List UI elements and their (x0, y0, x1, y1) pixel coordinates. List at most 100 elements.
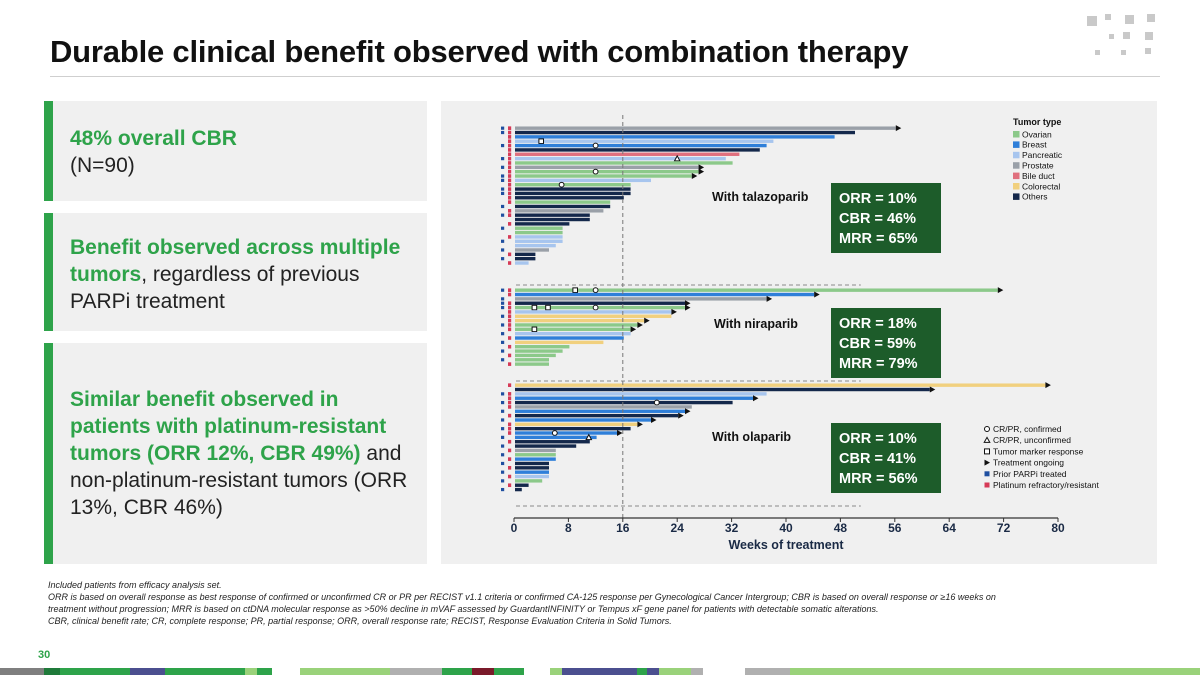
platinum-resistant-marker (508, 152, 512, 157)
footnote-line: Included patients from efficacy analysis… (48, 580, 222, 590)
prior-parpi-marker (501, 226, 505, 230)
patient-bar (515, 169, 699, 174)
patient-bar (515, 261, 529, 265)
platinum-resistant-marker (508, 314, 512, 319)
prior-parpi-marker (501, 479, 505, 483)
legend-square-icon (984, 448, 990, 455)
patient-bar (515, 409, 685, 413)
patient-bar (515, 126, 896, 130)
ongoing-arrow (1045, 382, 1051, 389)
prior-parpi-marker (501, 239, 505, 243)
stat-value: ORR = 18% (839, 316, 917, 332)
prior-parpi-marker (501, 392, 505, 396)
response-circle (592, 168, 599, 175)
prior-parpi-marker (501, 248, 505, 252)
patient-bar (515, 248, 549, 252)
legend-title: Tumor type (1013, 117, 1061, 127)
patient-bar (515, 345, 570, 349)
prior-parpi-marker (501, 332, 505, 336)
x-tick-label: 24 (671, 521, 685, 535)
legend-swatch (1013, 193, 1020, 200)
prior-parpi-marker (501, 314, 505, 318)
ongoing-arrow (997, 287, 1004, 294)
response-circle (592, 287, 599, 294)
legend-swatch (1013, 141, 1020, 148)
overall-cbr-n: (N=90) (70, 154, 135, 177)
legend-swatch (1013, 151, 1020, 159)
ongoing-arrow (651, 416, 657, 423)
platinum-resistant-marker (508, 426, 512, 431)
ongoing-arrow (637, 321, 643, 328)
x-tick-label: 16 (616, 521, 630, 535)
platinum-resistant-marker (508, 209, 512, 213)
patient-bar (515, 213, 590, 217)
patient-bar (515, 148, 760, 152)
patient-bar (515, 135, 835, 139)
prior-parpi-marker (501, 349, 505, 353)
platinum-resistant-marker (508, 310, 512, 314)
patient-bar (515, 314, 672, 318)
patient-bar (515, 353, 556, 358)
footer-stripe (0, 668, 1200, 675)
patient-bar (515, 301, 685, 305)
platinum-resistant-marker (508, 466, 512, 470)
title-divider (50, 76, 1160, 77)
patient-bar (515, 444, 577, 448)
patient-bar (515, 226, 563, 230)
legend-circle-icon (984, 426, 990, 432)
prior-parpi-marker (501, 143, 505, 148)
legend-prior-parpi-icon (984, 471, 990, 477)
platinum-resistant-marker (508, 191, 512, 196)
page-number: 30 (38, 649, 51, 661)
patient-bar (515, 440, 590, 444)
prior-parpi-marker (501, 126, 505, 130)
prior-parpi-marker (501, 323, 505, 327)
x-tick-label: 0 (511, 521, 518, 535)
ongoing-arrow (678, 412, 684, 419)
tumor-marker-square (531, 304, 538, 311)
prior-parpi-marker (501, 427, 505, 431)
platinum-resistant-marker (508, 327, 512, 332)
x-axis-label: Weeks of treatment (728, 538, 844, 552)
platinum-resistant-marker (508, 301, 512, 306)
patient-bar (515, 453, 556, 457)
stat-box (831, 183, 941, 253)
legend-triangle-icon (983, 436, 991, 443)
platinum-resistant-marker (508, 474, 512, 479)
patient-bar (515, 196, 624, 200)
prior-parpi-marker (501, 453, 505, 457)
platinum-resistant-marker (508, 161, 512, 165)
legend-swatch (1013, 162, 1020, 169)
x-tick-label: 56 (888, 521, 902, 535)
patient-bar (515, 239, 563, 243)
ongoing-arrow (630, 326, 637, 333)
patient-bar (515, 178, 651, 183)
patient-bar (515, 400, 733, 405)
legend-label: Breast (1022, 140, 1047, 150)
legend-label: Ovarian (1022, 129, 1052, 139)
patient-bar (515, 362, 549, 366)
patient-bar (515, 466, 549, 470)
prior-parpi-marker (501, 444, 505, 448)
platinum-resistant-marker (508, 213, 512, 217)
legend-label: Others (1022, 192, 1048, 202)
legend-swatch (1013, 131, 1020, 138)
patient-bar (515, 413, 679, 418)
multiple-tumors-highlight: Benefit observed across multiple tumors (70, 236, 401, 286)
x-tick-label: 72 (997, 521, 1011, 535)
group-label: With talazoparib (712, 190, 809, 204)
platinum-resistant-marker (508, 353, 512, 358)
prior-parpi-marker (501, 487, 505, 492)
patient-bar (515, 200, 611, 204)
platinum-resistant-marker (508, 405, 512, 409)
x-tick-label: 64 (943, 521, 957, 535)
x-tick-label: 32 (725, 521, 739, 535)
platinum-resistant-marker (508, 222, 512, 226)
prior-parpi-marker (501, 187, 505, 191)
prior-parpi-marker (501, 165, 505, 169)
platinum-resistant-marker (508, 292, 512, 297)
prior-parpi-marker (501, 470, 505, 474)
patient-bar (515, 174, 692, 178)
legend-symbol-label: Tumor marker response (993, 446, 1084, 456)
x-tick-label: 40 (779, 521, 793, 535)
